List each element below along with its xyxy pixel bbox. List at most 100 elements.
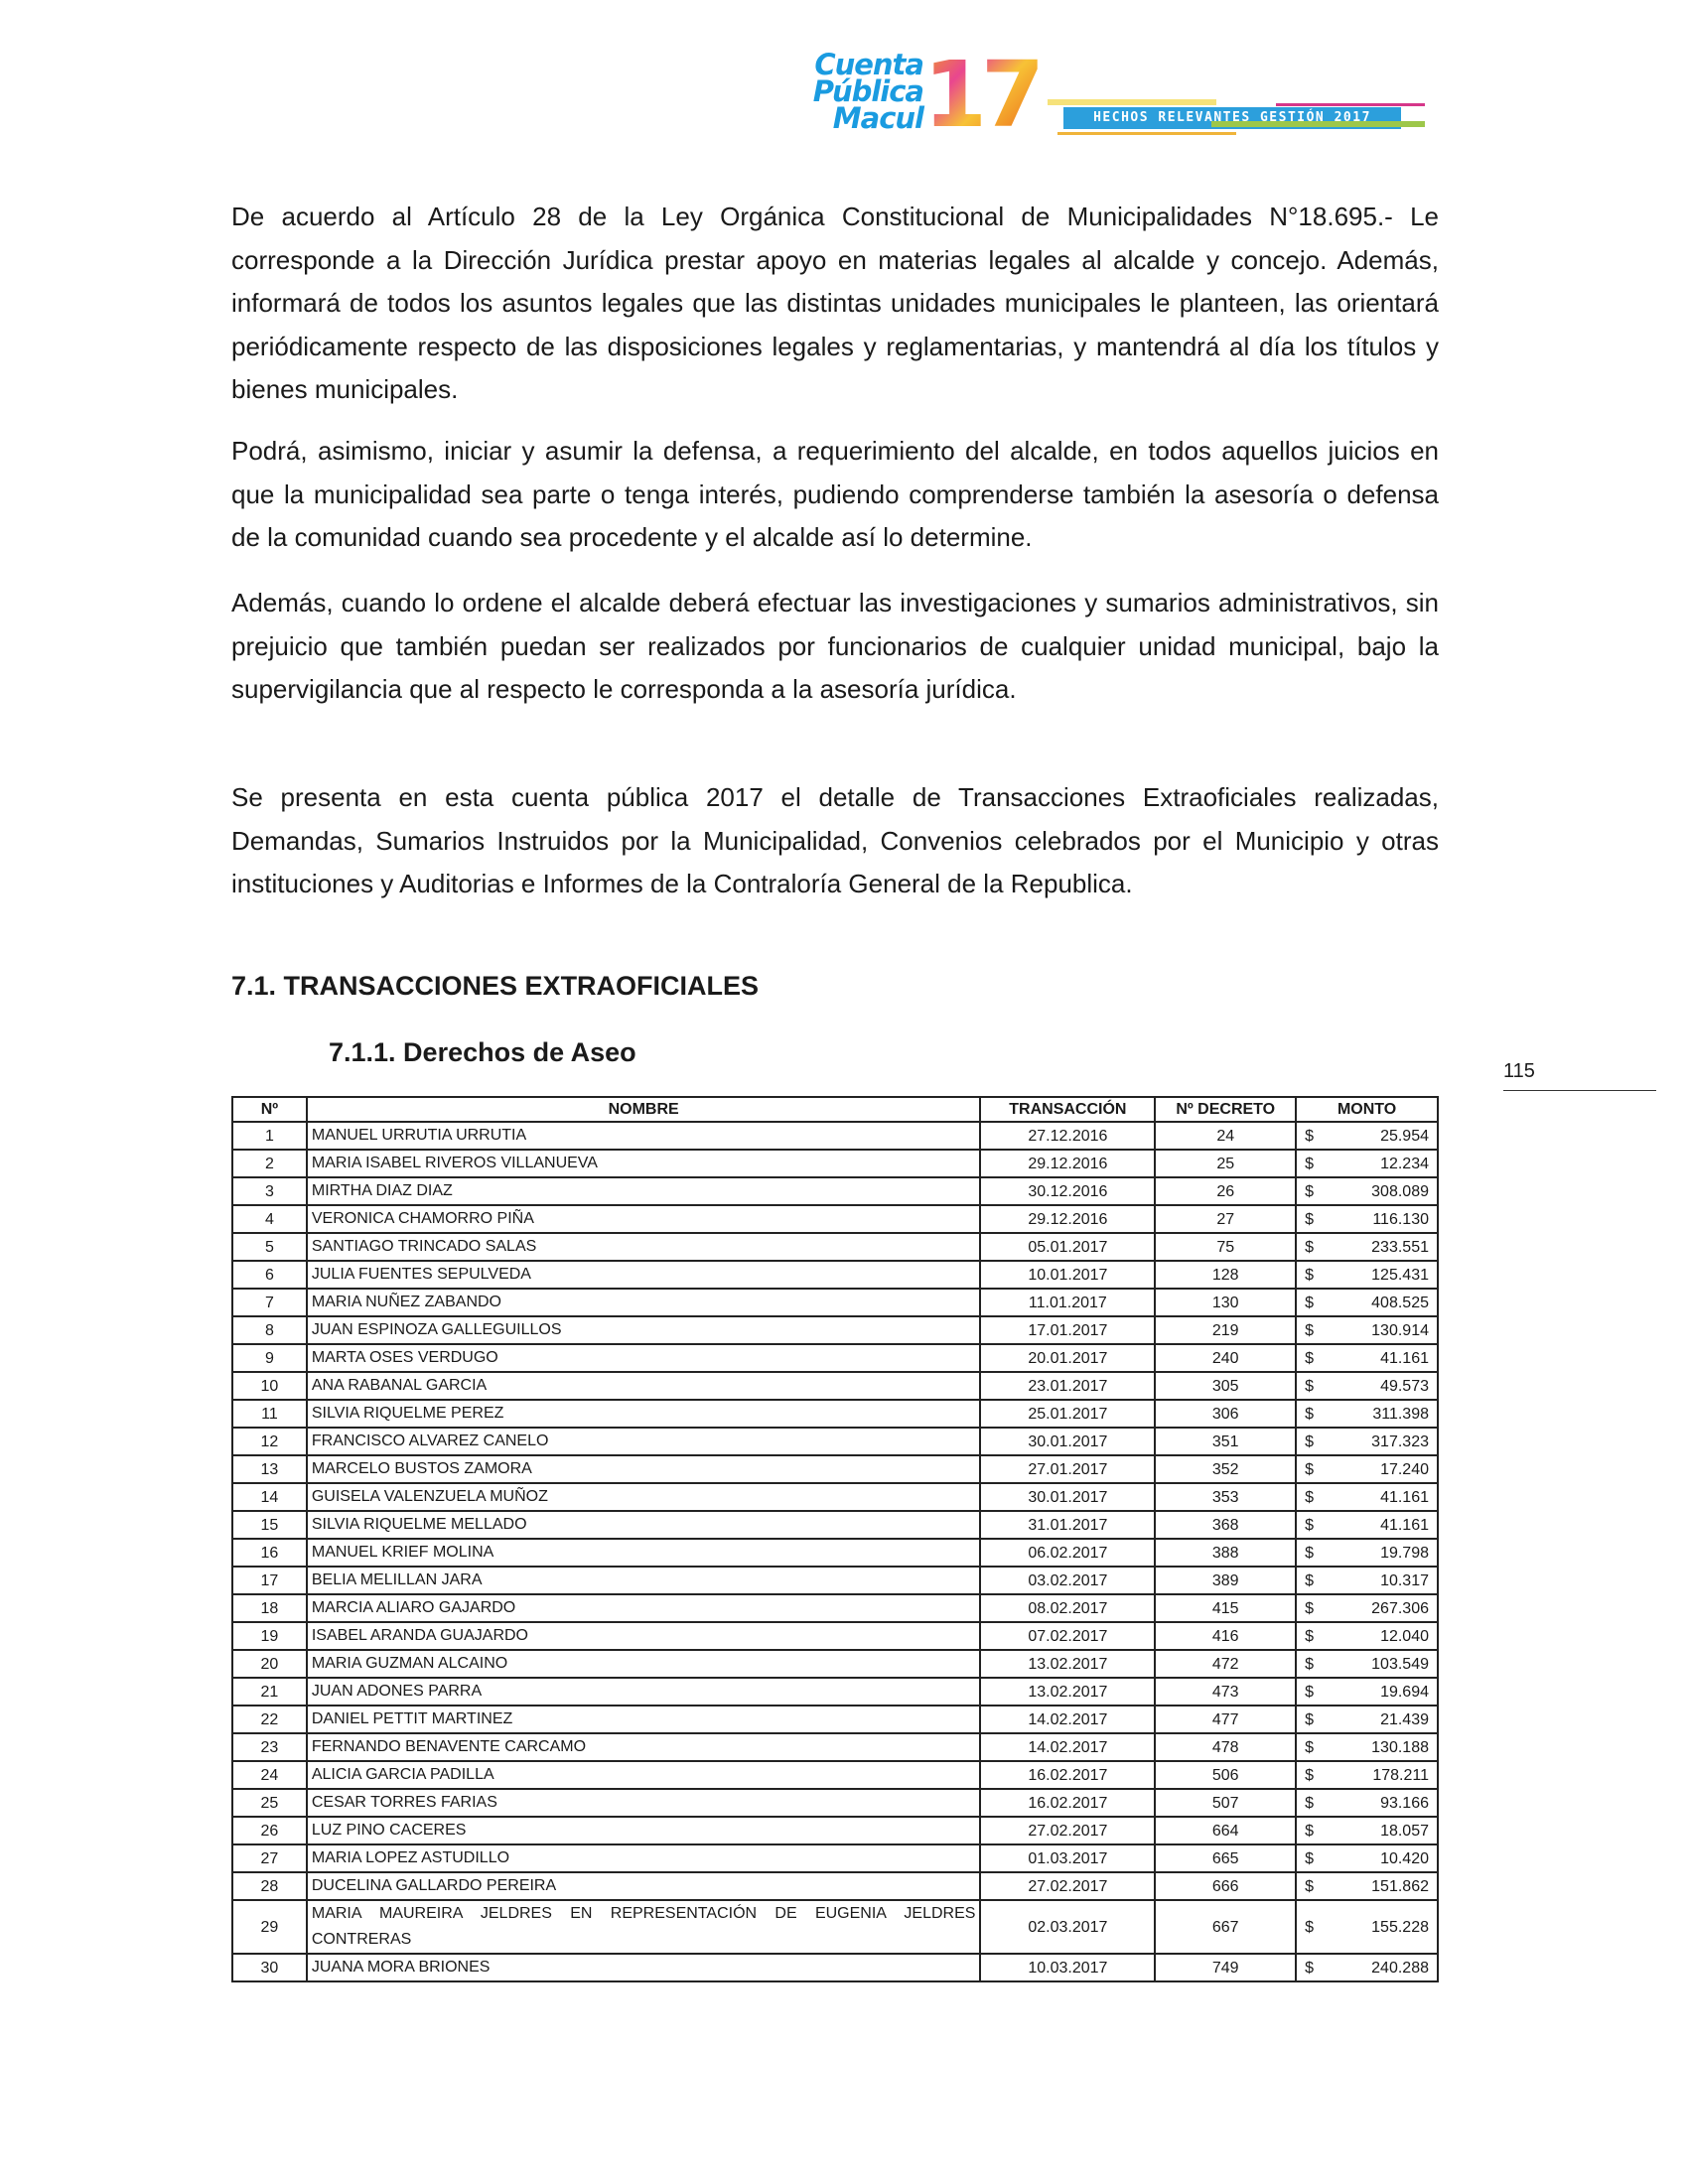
currency-symbol: $ bbox=[1305, 1849, 1315, 1867]
banner-stripe bbox=[1057, 132, 1236, 135]
table-row: 8 JUAN ESPINOZA GALLEGUILLOS 17.01.2017 219… bbox=[231, 1315, 1439, 1346]
row-name: LUZ PINO CACERES bbox=[305, 1816, 982, 1846]
currency-symbol: $ bbox=[1305, 1599, 1315, 1617]
row-number: 28 bbox=[231, 1871, 308, 1902]
row-number: 9 bbox=[231, 1343, 308, 1374]
banner-stripe bbox=[1048, 99, 1216, 105]
row-amount: $10.420 bbox=[1295, 1843, 1439, 1874]
row-number: 15 bbox=[231, 1510, 308, 1541]
table-row: 10 ANA RABANAL GARCIA 23.01.2017 305 $49.573 bbox=[231, 1371, 1439, 1402]
row-number: 26 bbox=[231, 1816, 308, 1846]
currency-symbol: $ bbox=[1305, 1433, 1315, 1450]
row-name: ANA RABANAL GARCIA bbox=[305, 1371, 982, 1402]
row-transaction-date: 02.03.2017 bbox=[979, 1899, 1157, 1956]
table-row: 13 MARCELO BUSTOS ZAMORA 27.01.2017 352 $17.… bbox=[231, 1454, 1439, 1485]
amount-value: 130.914 bbox=[1371, 1321, 1429, 1339]
row-name: MARIA NUÑEZ ZABANDO bbox=[305, 1288, 982, 1318]
currency-symbol: $ bbox=[1305, 1959, 1315, 1977]
amount-value: 41.161 bbox=[1380, 1349, 1429, 1367]
row-amount: $178.211 bbox=[1295, 1760, 1439, 1791]
table-row: 23 FERNANDO BENAVENTE CARCAMO 14.02.2017 47… bbox=[231, 1732, 1439, 1763]
row-decree: 667 bbox=[1154, 1899, 1298, 1956]
paragraph: De acuerdo al Artículo 28 de la Ley Orgá… bbox=[231, 202, 1439, 404]
amount-value: 41.161 bbox=[1380, 1488, 1429, 1506]
row-transaction-date: 13.02.2017 bbox=[979, 1677, 1157, 1707]
page-number-text: 115 bbox=[1503, 1060, 1535, 1082]
row-name: SANTIAGO TRINCADO SALAS bbox=[305, 1232, 982, 1263]
row-amount: $155.228 bbox=[1295, 1899, 1439, 1956]
col-header-transaction: TRANSACCIÓN bbox=[979, 1095, 1157, 1124]
row-decree: 75 bbox=[1154, 1232, 1298, 1263]
amount-value: 19.694 bbox=[1380, 1683, 1429, 1701]
row-decree: 24 bbox=[1154, 1121, 1298, 1152]
table-row: 18 MARCIA ALIARO GAJARDO 08.02.2017 415 $267… bbox=[231, 1593, 1439, 1624]
row-name: MANUEL URRUTIA URRUTIA bbox=[305, 1121, 982, 1152]
row-number: 25 bbox=[231, 1788, 308, 1819]
logo-wordmark: Cuenta Pública Macul bbox=[774, 51, 924, 135]
amount-value: 10.317 bbox=[1380, 1571, 1429, 1589]
row-amount: $25.954 bbox=[1295, 1121, 1439, 1152]
table-row: 30 JUANA MORA BRIONES 10.03.2017 749 $240.28… bbox=[231, 1953, 1439, 1983]
currency-symbol: $ bbox=[1305, 1294, 1315, 1311]
currency-symbol: $ bbox=[1305, 1155, 1315, 1172]
row-amount: $41.161 bbox=[1295, 1482, 1439, 1513]
row-number: 17 bbox=[231, 1566, 308, 1596]
amount-value: 19.798 bbox=[1380, 1544, 1429, 1562]
row-number: 2 bbox=[231, 1149, 308, 1179]
amount-value: 12.234 bbox=[1380, 1155, 1429, 1172]
row-decree: 352 bbox=[1154, 1454, 1298, 1485]
row-name: MARIA LOPEZ ASTUDILLO bbox=[305, 1843, 982, 1874]
amount-value: 116.130 bbox=[1372, 1210, 1429, 1228]
row-amount: $311.398 bbox=[1295, 1399, 1439, 1430]
amount-value: 41.161 bbox=[1380, 1516, 1429, 1534]
col-header-decree: Nº DECRETO bbox=[1154, 1095, 1298, 1124]
row-name: BELIA MELILLAN JARA bbox=[305, 1566, 982, 1596]
row-amount: $41.161 bbox=[1295, 1510, 1439, 1541]
amount-value: 233.551 bbox=[1371, 1238, 1429, 1256]
amount-value: 103.549 bbox=[1371, 1655, 1429, 1673]
row-number: 21 bbox=[231, 1677, 308, 1707]
row-transaction-date: 03.02.2017 bbox=[979, 1566, 1157, 1596]
row-amount: $130.914 bbox=[1295, 1315, 1439, 1346]
row-name: JUAN ADONES PARRA bbox=[305, 1677, 982, 1707]
row-transaction-date: 30.01.2017 bbox=[979, 1482, 1157, 1513]
row-transaction-date: 16.02.2017 bbox=[979, 1760, 1157, 1791]
currency-symbol: $ bbox=[1305, 1655, 1315, 1673]
row-number: 30 bbox=[231, 1953, 308, 1983]
header-banner: HECHOS RELEVANTES GESTIÓN 2017 bbox=[1048, 99, 1425, 139]
row-name: MARIA MAUREIRA JELDRES EN REPRESENTACIÓN… bbox=[305, 1899, 982, 1956]
amount-value: 18.057 bbox=[1380, 1822, 1429, 1840]
currency-symbol: $ bbox=[1305, 1544, 1315, 1562]
row-amount: $103.549 bbox=[1295, 1649, 1439, 1680]
row-number: 14 bbox=[231, 1482, 308, 1513]
amount-value: 130.188 bbox=[1371, 1738, 1429, 1756]
row-decree: 478 bbox=[1154, 1732, 1298, 1763]
logo-line: Macul bbox=[832, 101, 924, 135]
row-name: VERONICA CHAMORRO PIÑA bbox=[305, 1204, 982, 1235]
row-number: 8 bbox=[231, 1315, 308, 1346]
row-number: 13 bbox=[231, 1454, 308, 1485]
row-decree: 473 bbox=[1154, 1677, 1298, 1707]
row-amount: $116.130 bbox=[1295, 1204, 1439, 1235]
amount-value: 408.525 bbox=[1371, 1294, 1429, 1311]
table-row: 22 DANIEL PETTIT MARTINEZ 14.02.2017 477 $21… bbox=[231, 1705, 1439, 1735]
table-row: 4 VERONICA CHAMORRO PIÑA 29.12.2016 27 $116.… bbox=[231, 1204, 1439, 1235]
currency-symbol: $ bbox=[1305, 1321, 1315, 1339]
banner-stripe bbox=[1276, 103, 1425, 106]
row-name: CESAR TORRES FARIAS bbox=[305, 1788, 982, 1819]
row-number: 20 bbox=[231, 1649, 308, 1680]
amount-value: 93.166 bbox=[1380, 1794, 1429, 1812]
row-decree: 305 bbox=[1154, 1371, 1298, 1402]
row-amount: $408.525 bbox=[1295, 1288, 1439, 1318]
table-row: 2 MARIA ISABEL RIVEROS VILLANUEVA 29.12.20… bbox=[231, 1149, 1439, 1179]
paragraph: Se presenta en esta cuenta pública 2017 … bbox=[231, 782, 1439, 898]
currency-symbol: $ bbox=[1305, 1822, 1315, 1840]
logo-line: Pública bbox=[812, 74, 924, 108]
amount-value: 317.323 bbox=[1371, 1433, 1429, 1450]
row-name: JULIA FUENTES SEPULVEDA bbox=[305, 1260, 982, 1291]
row-decree: 388 bbox=[1154, 1538, 1298, 1569]
row-amount: $12.234 bbox=[1295, 1149, 1439, 1179]
table-row: 25 CESAR TORRES FARIAS 16.02.2017 507 $93.16… bbox=[231, 1788, 1439, 1819]
row-name: MIRTHA DIAZ DIAZ bbox=[305, 1176, 982, 1207]
currency-symbol: $ bbox=[1305, 1266, 1315, 1284]
